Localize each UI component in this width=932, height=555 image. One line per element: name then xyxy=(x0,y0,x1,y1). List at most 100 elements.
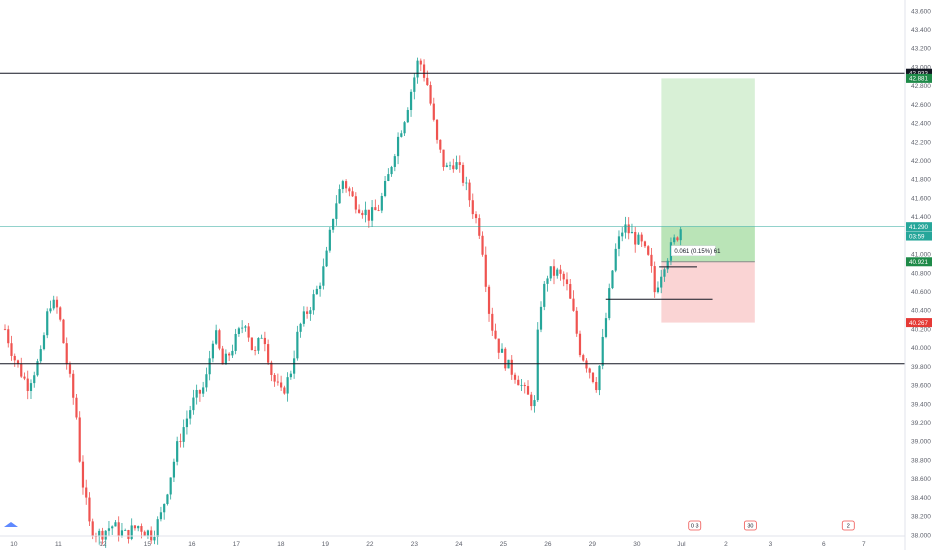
candle-body xyxy=(322,266,324,285)
candle-body xyxy=(196,390,198,398)
price-tick-label: 40.200 xyxy=(911,326,931,333)
price-badge-label: 42.881 xyxy=(909,76,928,83)
price-tick-label: 38.600 xyxy=(911,476,931,483)
candle-body xyxy=(254,350,256,351)
candle-body xyxy=(481,236,483,255)
candle-body xyxy=(400,133,402,137)
candle-body xyxy=(111,526,113,528)
candle-body xyxy=(465,183,467,184)
candle-body xyxy=(166,494,168,504)
candle-body xyxy=(563,274,565,280)
price-tick-label: 42.000 xyxy=(911,158,931,165)
price-badge-label: 03:59 xyxy=(909,233,925,240)
candle-body xyxy=(296,332,298,359)
candle-body xyxy=(576,311,578,334)
time-tick-label: Jul xyxy=(677,541,686,548)
candle-body xyxy=(225,354,227,365)
price-tick-label: 41.400 xyxy=(911,214,931,221)
candle-body xyxy=(511,360,513,375)
price-tick-label: 41.600 xyxy=(911,195,931,202)
candle-body xyxy=(374,207,376,210)
candle-body xyxy=(494,331,496,339)
price-badge-label: 40.267 xyxy=(909,320,928,327)
candle-body xyxy=(338,189,340,203)
candle-body xyxy=(397,137,399,156)
price-tick-label: 38.000 xyxy=(911,532,931,539)
price-tick-label: 42.400 xyxy=(911,121,931,128)
candle-body xyxy=(82,462,84,488)
candle-body xyxy=(306,311,308,314)
candle-body xyxy=(488,287,490,314)
candle-body xyxy=(394,156,396,167)
candle-body xyxy=(579,334,581,355)
time-tick-label: 12 xyxy=(99,541,107,548)
candle-body xyxy=(413,77,415,91)
price-axis[interactable]: 43.600 43.400 43.200 43.000 42.800 42.600 42.4… xyxy=(911,8,931,539)
candle-body xyxy=(426,78,428,85)
candle-body xyxy=(485,255,487,287)
candle-body xyxy=(407,110,409,122)
candle-body xyxy=(663,269,665,276)
candle-body xyxy=(517,380,519,385)
candle-body xyxy=(615,249,617,271)
price-tick-label: 43.400 xyxy=(911,27,931,34)
candle-body xyxy=(618,236,620,249)
time-tick-label: 29 xyxy=(589,541,597,548)
candle-body xyxy=(157,519,159,537)
candle-body xyxy=(114,522,116,526)
price-tick-label: 39.400 xyxy=(911,401,931,408)
candle-body xyxy=(667,261,669,270)
candle-body xyxy=(33,375,35,383)
candle-body xyxy=(556,270,558,276)
candle-body xyxy=(300,324,302,332)
candle-body xyxy=(88,498,90,522)
candle-body xyxy=(303,311,305,323)
candle-body xyxy=(270,363,272,375)
price-tick-label: 39.600 xyxy=(911,383,931,390)
candle-body xyxy=(368,210,370,221)
time-tick-label: 16 xyxy=(188,541,196,548)
candle-body xyxy=(231,351,233,355)
candle-body xyxy=(274,375,276,382)
candle-body xyxy=(420,61,422,65)
candle-body xyxy=(10,343,12,356)
candle-body xyxy=(410,92,412,110)
candle-body xyxy=(290,374,292,377)
time-tick-label: 2 xyxy=(724,541,728,548)
time-tick-label: 19 xyxy=(322,541,330,548)
price-tick-label: 38.200 xyxy=(911,514,931,521)
candle-body xyxy=(537,330,539,400)
candle-body xyxy=(53,300,55,309)
candle-body xyxy=(592,373,594,382)
candle-body xyxy=(66,343,68,364)
candle-body xyxy=(238,328,240,334)
candle-body xyxy=(212,344,214,359)
candle-body xyxy=(163,504,165,512)
candle-body xyxy=(267,344,269,363)
candle-body xyxy=(170,477,172,494)
candle-body xyxy=(251,338,253,350)
price-tick-label: 39.000 xyxy=(911,439,931,446)
candle-body xyxy=(540,307,542,330)
candle-body xyxy=(472,200,474,214)
price-tick-label: 39.200 xyxy=(911,420,931,427)
price-tick-label: 42.200 xyxy=(911,139,931,146)
time-tick-label: 25 xyxy=(500,541,508,548)
price-tick-label: 38.800 xyxy=(911,457,931,464)
price-tick-label: 42.800 xyxy=(911,83,931,90)
candle-body xyxy=(248,326,250,337)
candle-body xyxy=(384,181,386,196)
event-marker-label: 2 xyxy=(847,524,850,530)
candle-body xyxy=(27,379,29,391)
candle-body xyxy=(23,377,25,379)
candle-body xyxy=(553,266,555,276)
candle-body xyxy=(342,181,344,189)
candle-body xyxy=(504,349,506,369)
candle-body xyxy=(209,358,211,374)
candle-body xyxy=(595,382,597,390)
candle-body xyxy=(345,181,347,188)
candle-body xyxy=(520,385,522,386)
